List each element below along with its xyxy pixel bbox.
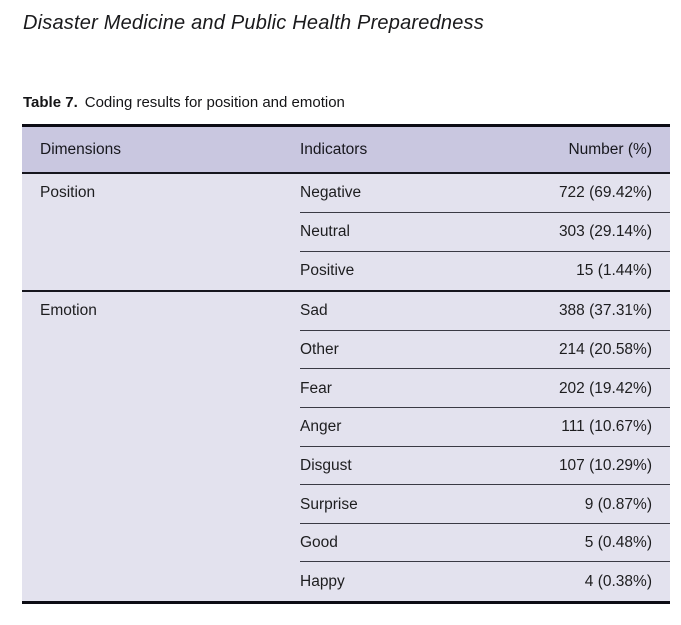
table-row: Other 214 (20.58%): [22, 329, 670, 370]
indicator-cell: Anger: [300, 407, 470, 447]
number-cell: 4 (0.38%): [470, 561, 670, 601]
table-row: Disgust 107 (10.29%): [22, 445, 670, 486]
table-row: Positive 15 (1.44%): [22, 250, 670, 291]
indicator-cell: Disgust: [300, 445, 470, 486]
table-row: Position Negative 722 (69.42%): [22, 174, 670, 213]
number-cell: 15 (1.44%): [470, 250, 670, 291]
indicator-cell: Surprise: [300, 484, 470, 524]
table-body: Position Negative 722 (69.42%) Neutral 303 (…: [22, 174, 670, 601]
dimension-cell: Position: [40, 184, 96, 202]
journal-title: Disaster Medicine and Public Health Prep…: [23, 12, 484, 34]
dimension-cell: [22, 330, 300, 369]
number-cell: 388 (37.31%): [558, 302, 652, 320]
table-header-row: Dimensions Indicators Number (%): [22, 127, 670, 174]
indicator-cell: Neutral: [300, 212, 470, 252]
dimension-cell: Emotion: [40, 302, 97, 320]
dimension-cell: [22, 369, 300, 408]
number-cell: 5 (0.48%): [470, 522, 670, 563]
indicator-cell: Sad: [300, 302, 328, 320]
indicator-cell: Negative: [300, 184, 362, 202]
column-header-indicators: Indicators: [300, 140, 368, 158]
table-caption-text: Coding results for position and emotion: [84, 94, 345, 111]
dimension-cell: [22, 251, 300, 290]
dimension-cell: [22, 213, 300, 252]
dimension-cell: [22, 485, 300, 524]
table-row: Neutral 303 (29.14%): [22, 212, 670, 252]
table-row: Fear 202 (19.42%): [22, 368, 670, 408]
table-row: Emotion Sad 388 (37.31%): [22, 292, 670, 331]
number-cell: 111 (10.67%): [470, 407, 670, 447]
indicator-cell: Fear: [300, 368, 470, 408]
table-group-position: Position Negative 722 (69.42%) Neutral 303 (…: [22, 174, 670, 290]
coding-results-table: Dimensions Indicators Number (%) Positio…: [22, 124, 670, 604]
number-cell: 107 (10.29%): [470, 445, 670, 486]
column-header-dimensions: Dimensions: [40, 140, 121, 158]
number-cell: 202 (19.42%): [470, 368, 670, 408]
table-caption-label: Table 7.: [23, 94, 78, 111]
dimension-cell: [22, 523, 300, 562]
indicator-cell: Positive: [300, 250, 470, 291]
dimension-cell: [22, 562, 300, 601]
indicator-cell: Good: [300, 522, 470, 563]
table-row: Good 5 (0.48%): [22, 522, 670, 563]
table-row: Anger 111 (10.67%): [22, 407, 670, 447]
table-row: Surprise 9 (0.87%): [22, 484, 670, 524]
indicator-cell: Happy: [300, 561, 470, 601]
table-group-emotion: Emotion Sad 388 (37.31%) Other 214 (20.58%) F…: [22, 289, 670, 601]
number-cell: 9 (0.87%): [470, 484, 670, 524]
dimension-cell: [22, 446, 300, 485]
number-cell: 722 (69.42%): [558, 184, 652, 202]
table-row: Happy 4 (0.38%): [22, 561, 670, 601]
number-cell: 214 (20.58%): [470, 329, 670, 370]
column-header-number: Number (%): [568, 140, 652, 158]
number-cell: 303 (29.14%): [470, 212, 670, 252]
dimension-cell: [22, 408, 300, 447]
indicator-cell: Other: [300, 329, 470, 370]
table-caption: Table 7. Coding results for position and …: [23, 94, 345, 111]
